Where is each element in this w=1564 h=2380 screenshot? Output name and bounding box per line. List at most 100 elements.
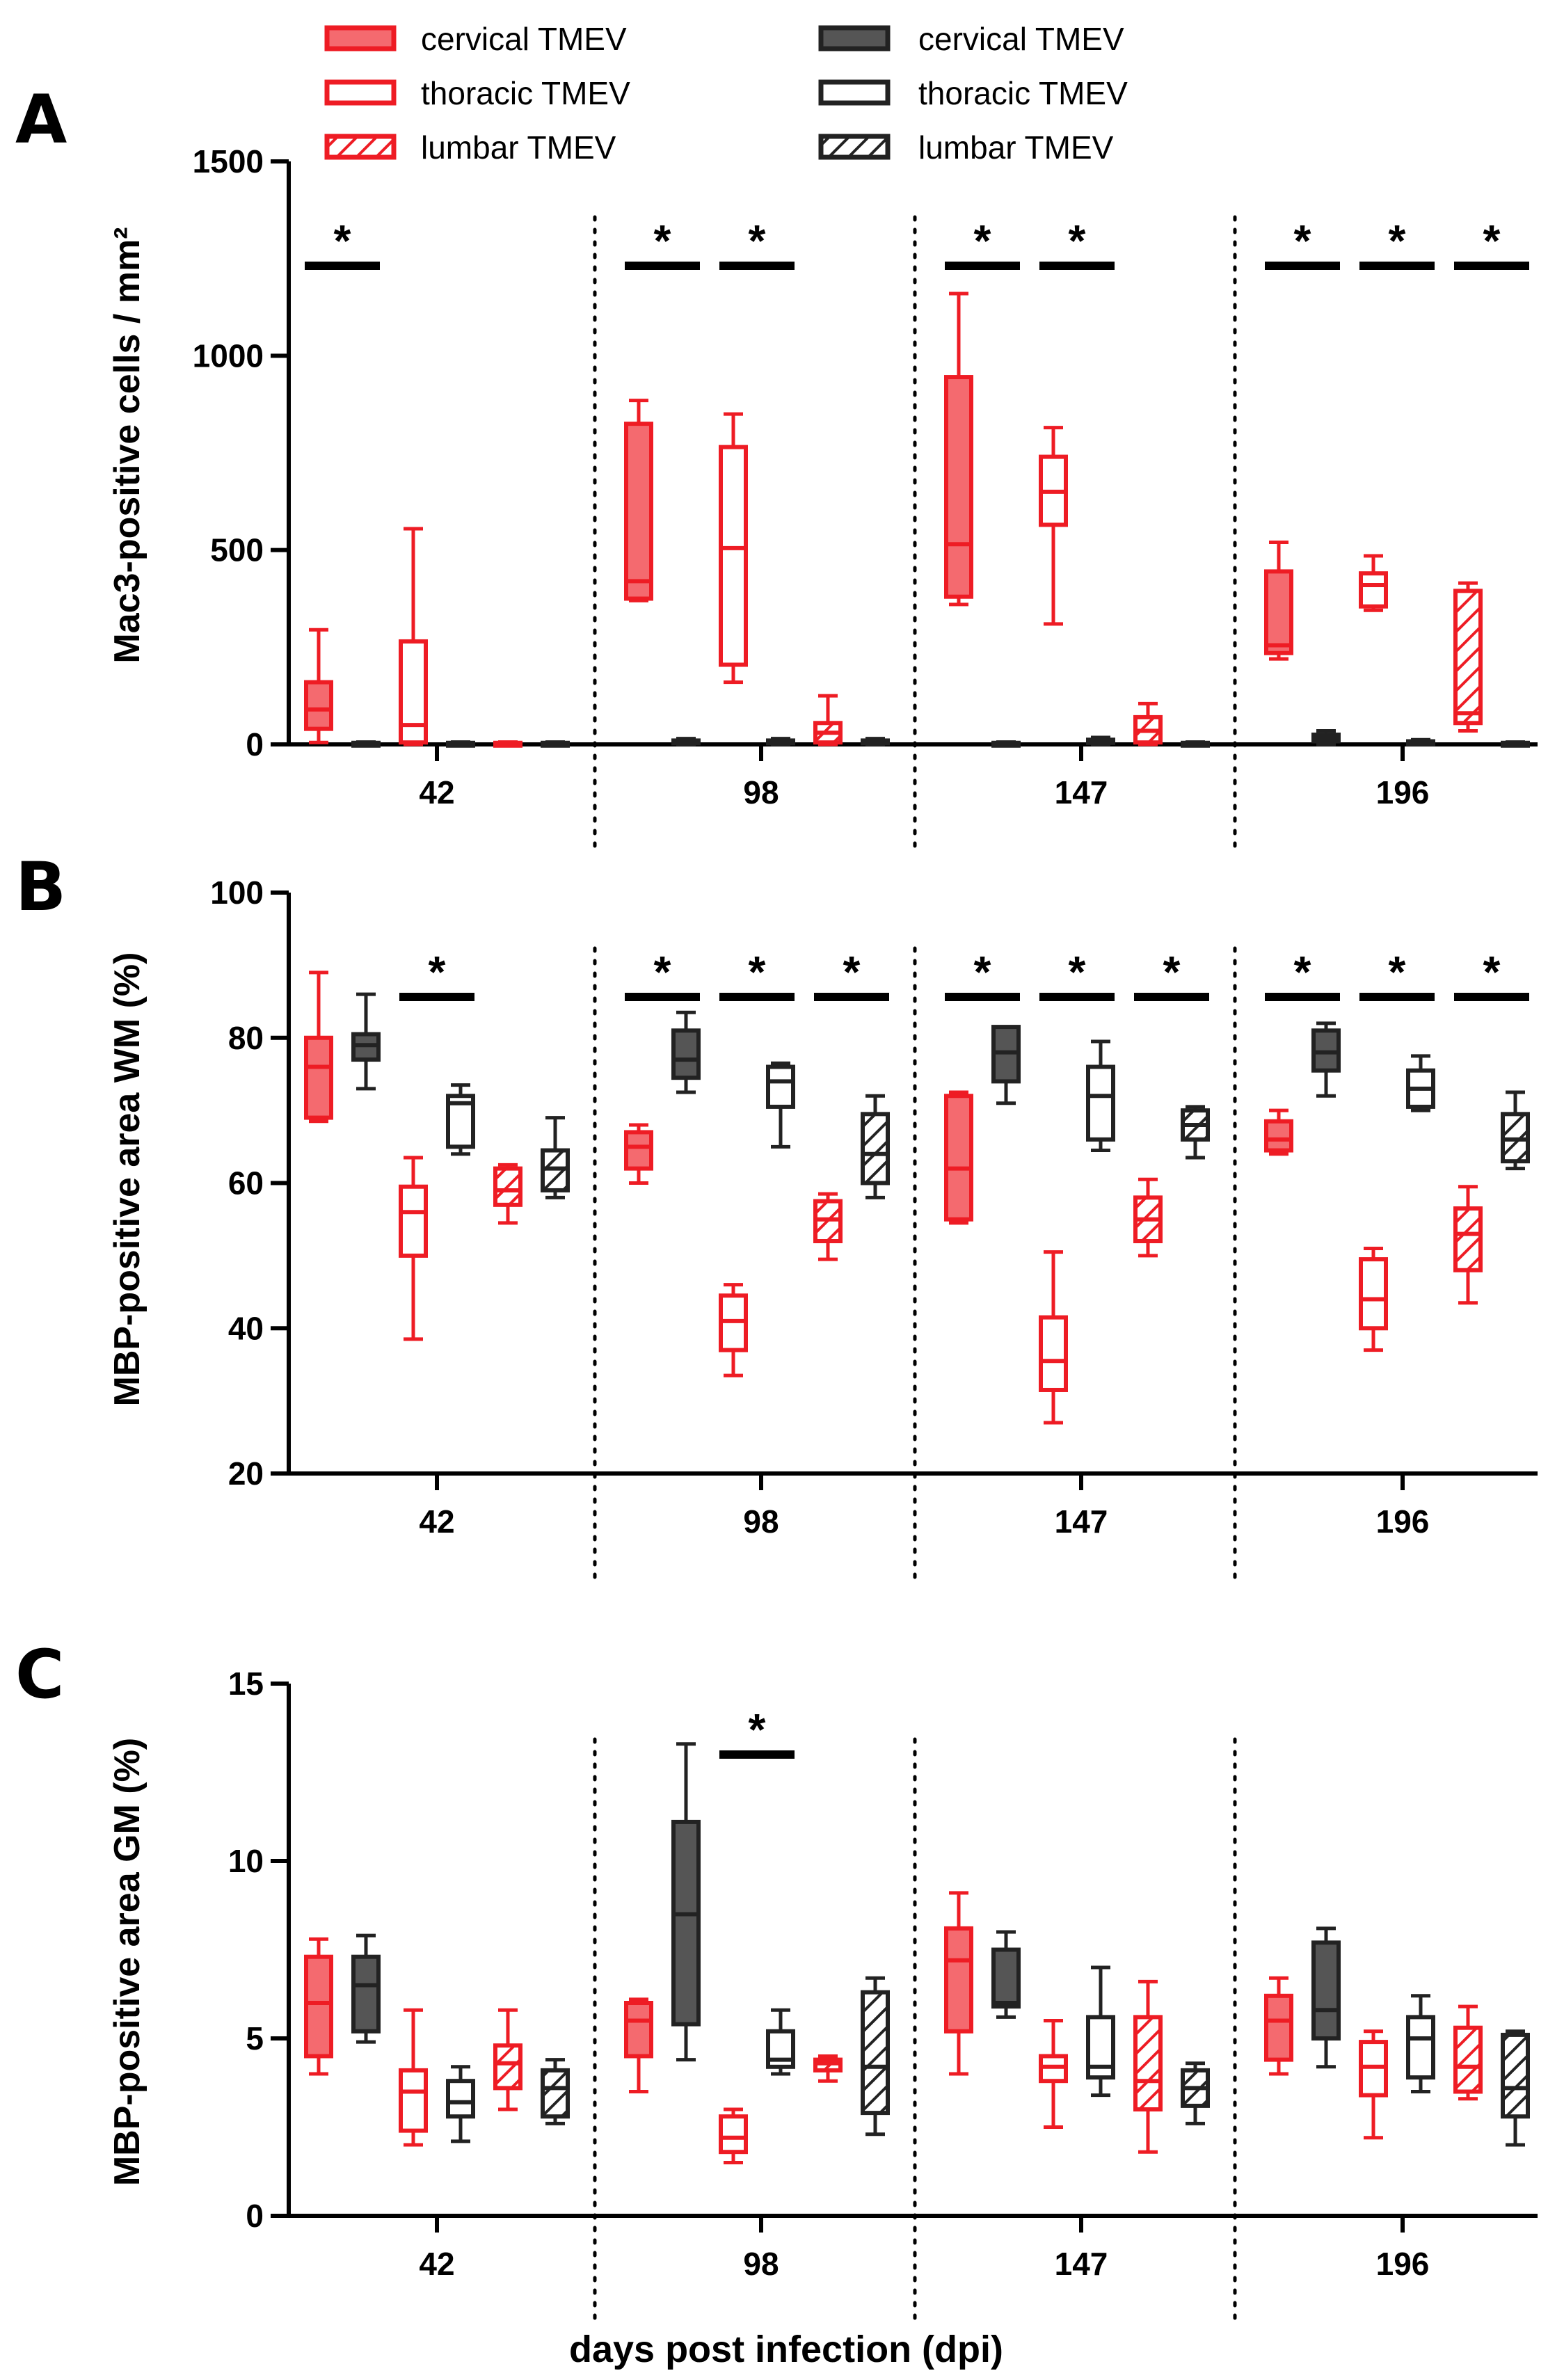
box-red-thoracic bbox=[399, 2008, 428, 2147]
significance-star: * bbox=[654, 216, 671, 266]
legend-item-0: cervical TMEV bbox=[324, 21, 627, 57]
box-iqr bbox=[541, 2068, 570, 2119]
legend-label: lumbar TMEV bbox=[421, 129, 616, 166]
legend-swatch-black-hatch bbox=[818, 134, 891, 160]
box-iqr bbox=[399, 2068, 428, 2133]
y-tick-label: 0 bbox=[246, 2198, 264, 2234]
box-black-cervical bbox=[1311, 1021, 1341, 1098]
box-black-lumbar bbox=[1181, 2061, 1210, 2125]
plot-area: 0 500 1000 1500 42 98 147 196 * * * * * * * * bbox=[193, 143, 1538, 851]
legend-item-2: lumbar TMEV bbox=[324, 129, 616, 166]
box-iqr bbox=[1453, 589, 1483, 726]
box-red-cervical bbox=[1264, 1108, 1293, 1156]
box-iqr bbox=[944, 1926, 973, 2034]
box-black-thoracic bbox=[766, 737, 795, 746]
box-black-lumbar bbox=[1181, 740, 1210, 748]
x-tick-label: 196 bbox=[1376, 774, 1430, 810]
box-iqr bbox=[1086, 1064, 1115, 1142]
legend: cervical TMEV thoracic TMEV lumbar TMEV … bbox=[324, 21, 1128, 166]
box-red-cervical bbox=[624, 1997, 653, 2093]
panel-letter-b: B bbox=[15, 848, 66, 926]
box-iqr bbox=[624, 2001, 653, 2059]
box-iqr bbox=[624, 422, 653, 601]
y-tick-label: 5 bbox=[246, 2020, 264, 2056]
box-red-cervical bbox=[944, 291, 973, 607]
panel-c: C MBP-positive area GM (%) 0 5 10 15 42 98 147… bbox=[15, 1636, 1538, 2322]
box-red-lumbar bbox=[813, 694, 843, 746]
box-black-thoracic bbox=[1406, 737, 1435, 746]
significance-star: * bbox=[1483, 947, 1501, 997]
legend-swatch-red-solid bbox=[324, 25, 397, 51]
box-red-lumbar bbox=[813, 2054, 843, 2083]
box-iqr bbox=[624, 1130, 653, 1171]
box-black-thoracic bbox=[446, 740, 475, 748]
panel-letter-a: A bbox=[15, 81, 67, 159]
legend-item-4: thoracic TMEV bbox=[818, 75, 1128, 111]
x-tick-label: 147 bbox=[1055, 1503, 1108, 1540]
box-red-cervical bbox=[304, 628, 333, 744]
box-iqr bbox=[991, 1947, 1021, 2009]
x-tick-label: 196 bbox=[1376, 2246, 1430, 2282]
y-tick-label: 1000 bbox=[193, 337, 264, 374]
box-black-thoracic bbox=[1086, 1039, 1115, 1153]
x-tick-label: 147 bbox=[1055, 774, 1108, 810]
box-black-lumbar bbox=[1501, 1090, 1530, 1171]
significance-star: * bbox=[974, 216, 991, 266]
box-red-cervical bbox=[1264, 540, 1293, 661]
x-tick-label: 42 bbox=[419, 1503, 454, 1540]
box-iqr bbox=[1311, 1940, 1341, 2041]
box-red-lumbar bbox=[1453, 2004, 1483, 2101]
box-black-thoracic bbox=[446, 2065, 475, 2143]
x-tick-label: 196 bbox=[1376, 1503, 1430, 1540]
box-red-lumbar bbox=[1133, 1177, 1163, 1258]
plot-area: 0 5 10 15 42 98 147 196 * bbox=[228, 1666, 1538, 2322]
y-tick-label: 40 bbox=[228, 1310, 264, 1346]
box-iqr bbox=[304, 680, 333, 731]
box-red-thoracic bbox=[719, 2107, 748, 2164]
box-red-lumbar bbox=[493, 1163, 522, 1225]
significance-star: * bbox=[1069, 947, 1086, 997]
box-red-cervical bbox=[304, 1937, 333, 2076]
box-iqr bbox=[1133, 2015, 1163, 2111]
legend-swatch-red-hatch bbox=[324, 134, 397, 160]
box-black-lumbar bbox=[541, 2058, 570, 2125]
box-black-cervical bbox=[351, 1933, 381, 2044]
x-axis-title: days post infection (dpi) bbox=[569, 2329, 1003, 2370]
box-iqr bbox=[861, 1990, 890, 2116]
legend-label: thoracic TMEV bbox=[421, 75, 630, 111]
box-red-lumbar bbox=[813, 1192, 843, 1261]
box-red-lumbar bbox=[1133, 701, 1163, 746]
y-tick-label: 20 bbox=[228, 1455, 264, 1492]
box-black-cervical bbox=[991, 1930, 1021, 2019]
significance-star: * bbox=[1389, 947, 1406, 997]
box-black-lumbar bbox=[1501, 740, 1530, 748]
plot-area: 20 40 60 80 100 42 98 147 196 * * * * * * * * * * bbox=[210, 874, 1538, 1580]
significance-star: * bbox=[429, 947, 446, 997]
significance-star: * bbox=[1294, 947, 1311, 997]
box-red-thoracic bbox=[1039, 2019, 1068, 2129]
box-iqr bbox=[944, 1094, 973, 1222]
significance-star: * bbox=[749, 1704, 766, 1755]
box-iqr bbox=[1264, 1119, 1293, 1153]
box-iqr bbox=[304, 1954, 333, 2059]
box-iqr bbox=[1359, 571, 1388, 609]
legend-label: thoracic TMEV bbox=[918, 75, 1128, 111]
box-red-cervical bbox=[304, 971, 333, 1124]
box-red-cervical bbox=[944, 1090, 973, 1225]
significance-star: * bbox=[749, 216, 766, 266]
legend-item-3: cervical TMEV bbox=[818, 21, 1124, 57]
box-iqr bbox=[1406, 2015, 1435, 2080]
box-iqr bbox=[493, 2043, 522, 2091]
legend-swatch-red-open bbox=[324, 79, 397, 106]
box-black-lumbar bbox=[1501, 2029, 1530, 2147]
box-red-thoracic bbox=[1039, 426, 1068, 626]
x-tick-label: 98 bbox=[743, 2246, 779, 2282]
box-red-lumbar bbox=[493, 2008, 522, 2111]
box-black-thoracic bbox=[766, 2008, 795, 2076]
box-black-lumbar bbox=[541, 1116, 570, 1199]
box-iqr bbox=[493, 1166, 522, 1207]
y-axis-label: Mac3-positive cells / mm² bbox=[107, 227, 147, 663]
box-iqr bbox=[1264, 569, 1293, 655]
legend-label: lumbar TMEV bbox=[918, 129, 1114, 166]
x-tick-label: 98 bbox=[743, 1503, 779, 1540]
